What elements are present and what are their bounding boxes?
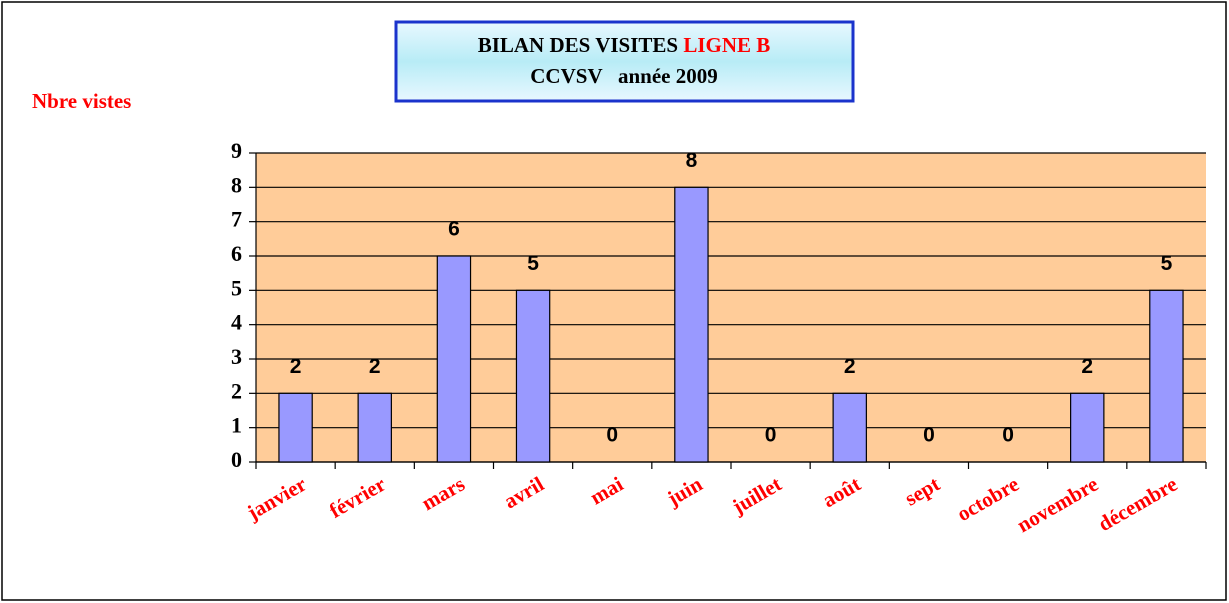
bar: [357, 392, 392, 463]
bar: [278, 392, 313, 463]
y-tick-label: 1: [231, 413, 242, 438]
data-label: 2: [844, 355, 856, 378]
data-label: 0: [606, 424, 618, 447]
data-label: 2: [1081, 355, 1093, 378]
bar: [436, 255, 472, 463]
y-tick-label: 3: [231, 344, 242, 369]
plot-area: [256, 153, 1206, 462]
bar: [674, 186, 709, 463]
data-label: 2: [290, 355, 302, 378]
data-label: 8: [686, 149, 698, 172]
y-tick-label: 9: [231, 138, 242, 163]
bar: [832, 392, 867, 463]
bar: [1149, 289, 1184, 463]
data-label: 2: [369, 355, 381, 378]
data-label: 0: [1002, 424, 1014, 447]
chart-title: BILAN DES VISITES LIGNE B: [478, 33, 771, 57]
data-label: 0: [765, 424, 777, 447]
title-highlight: LIGNE B: [683, 33, 770, 57]
data-label: 5: [527, 252, 539, 275]
y-tick-label: 4: [231, 310, 242, 335]
bar: [515, 289, 551, 463]
data-label: 6: [448, 218, 460, 241]
y-tick-label: 0: [231, 447, 242, 472]
y-tick-label: 2: [231, 378, 242, 403]
y-tick-label: 8: [231, 172, 242, 197]
chart-subtitle: CCVSV année 2009: [530, 64, 717, 88]
data-label: 5: [1161, 252, 1173, 275]
y-tick-label: 6: [231, 241, 242, 266]
title-text: BILAN DES VISITES: [478, 33, 678, 57]
bar: [1070, 392, 1105, 463]
y-axis-label: Nbre vistes: [32, 89, 131, 113]
title-box: [394, 20, 855, 103]
y-tick-label: 7: [231, 207, 242, 232]
y-tick-label: 5: [231, 275, 242, 300]
data-label: 0: [923, 424, 935, 447]
